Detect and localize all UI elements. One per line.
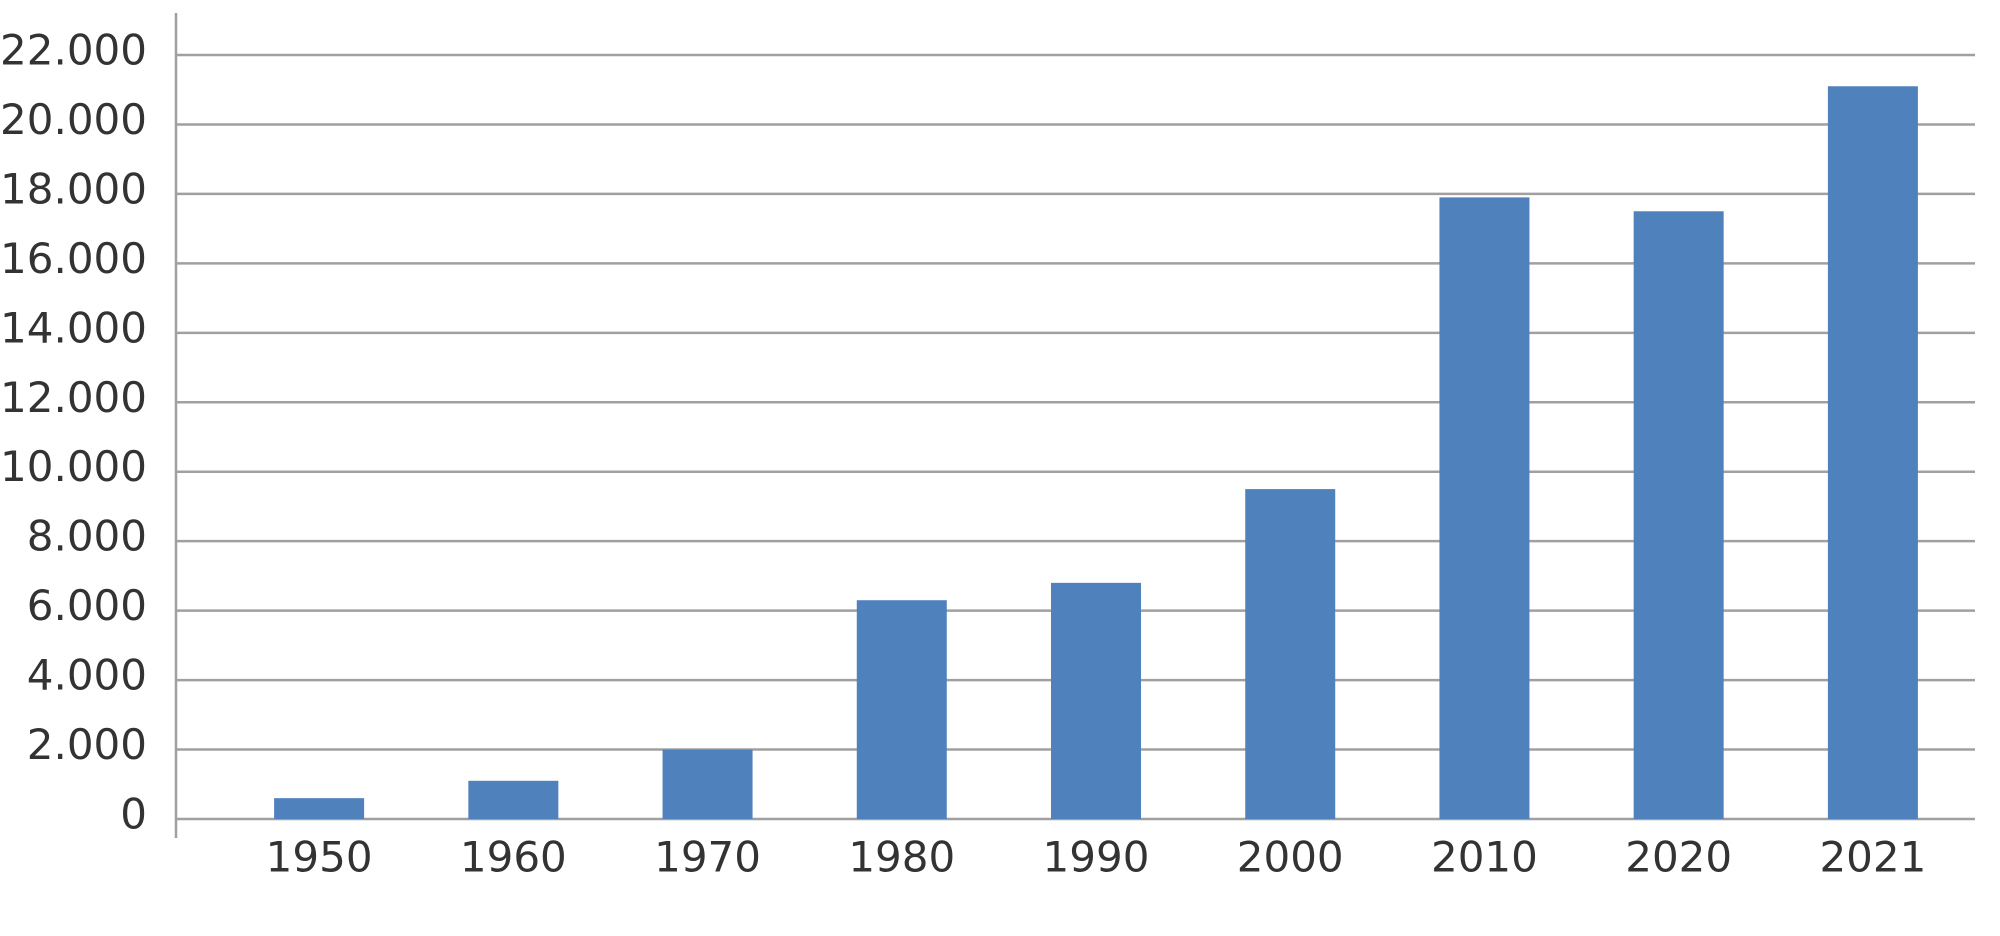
y-tick-label: 14.000 [0, 303, 147, 352]
y-tick-label: 4.000 [27, 651, 147, 700]
y-tick-label: 16.000 [0, 234, 147, 283]
y-tick-label: 2.000 [27, 720, 147, 769]
y-tick-label: 8.000 [27, 512, 147, 561]
x-tick-label: 2020 [1625, 833, 1732, 882]
y-tick-label: 22.000 [0, 26, 147, 75]
bar [856, 600, 947, 819]
x-tick-label: 1960 [460, 833, 567, 882]
y-tick-label: 12.000 [0, 373, 147, 422]
bar [1245, 489, 1336, 819]
x-tick-label: 2021 [1819, 833, 1926, 882]
bar [468, 780, 559, 819]
y-tick-label: 20.000 [0, 95, 147, 144]
y-tick-label: 10.000 [0, 442, 147, 491]
bar [1051, 582, 1141, 819]
y-tick-label: 0 [120, 790, 147, 839]
x-tick-label: 2000 [1237, 833, 1344, 882]
x-tick-label: 1990 [1043, 833, 1150, 882]
y-tick-label: 18.000 [0, 164, 147, 213]
bar [274, 798, 365, 819]
y-tick-label: 6.000 [27, 581, 147, 630]
bar [662, 749, 753, 819]
x-tick-label: 2010 [1431, 833, 1538, 882]
bar [1439, 197, 1530, 819]
bar [1633, 211, 1724, 820]
x-tick-label: 1970 [654, 833, 761, 882]
bar [1827, 86, 1918, 820]
x-tick-label: 1950 [266, 833, 373, 882]
x-tick-label: 1980 [848, 833, 955, 882]
